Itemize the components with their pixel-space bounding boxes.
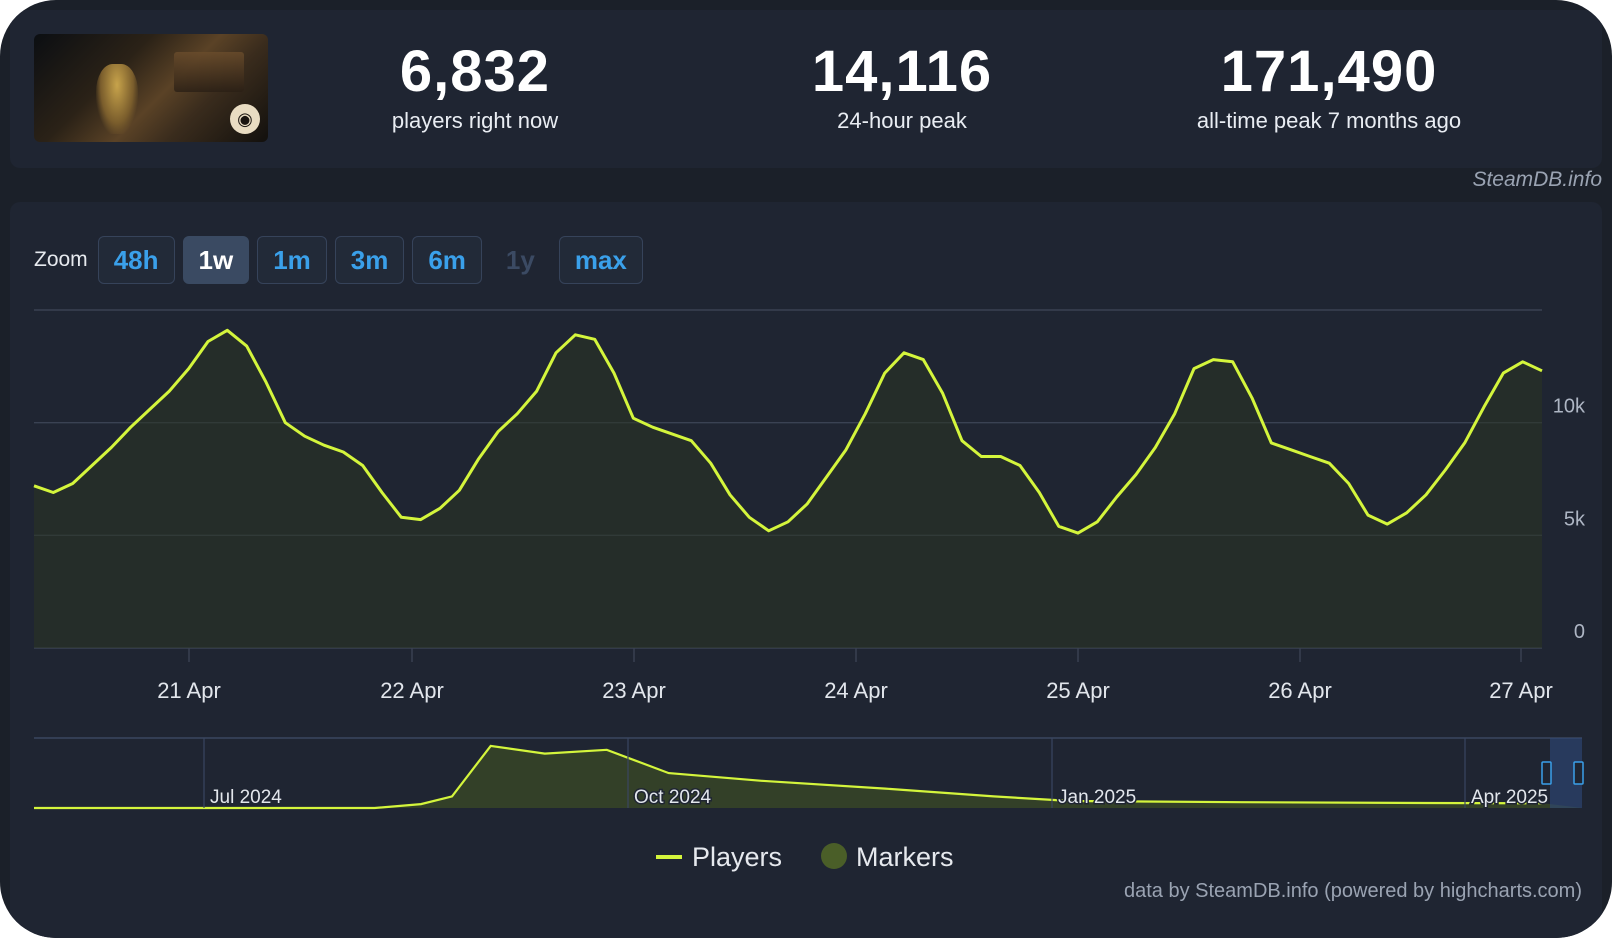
navigator-tick-label: Oct 2024 <box>634 787 712 808</box>
thumbnail-figure-art <box>96 64 138 134</box>
zoom-button-3m[interactable]: 3m <box>334 236 405 284</box>
navigator-handle[interactable] <box>1573 761 1584 785</box>
zoom-button-1y: 1y <box>505 244 535 275</box>
zoom-label: Zoom <box>34 248 88 271</box>
zoom-button-max[interactable]: max <box>558 236 643 284</box>
y-tick-label-5k: 5k <box>1564 508 1586 530</box>
thumbnail-window-art <box>174 52 244 92</box>
navigator-area <box>34 745 1582 808</box>
zoom-button-48h[interactable]: 48h <box>97 236 175 284</box>
steamdb-watermark: SteamDB.info <box>1472 168 1602 191</box>
navigator-tick-label: Apr 2025 <box>1471 787 1548 808</box>
x-tick-label: 25 Apr <box>1046 678 1110 703</box>
main-series <box>33 328 1543 648</box>
current-players-value: 6,832 <box>399 39 551 104</box>
navigator: Jul 2024 Oct 2024 Jan 2025 Apr 2025 <box>34 737 1584 810</box>
navigator-line <box>34 744 1544 810</box>
chart-credit[interactable]: data by SteamDB.info (powered by highcha… <box>1124 880 1582 902</box>
peak-24h-label: 24-hour peak <box>837 108 967 133</box>
y-tick-label-10k: 10k <box>1553 396 1586 418</box>
current-players-label: players right now <box>391 108 559 133</box>
x-tick-label: 27 Apr <box>1489 678 1553 703</box>
x-tick-label: 21 Apr <box>157 678 221 703</box>
y-axis-labels: 0 5k 10k <box>1553 396 1586 643</box>
zoom-button-6m[interactable]: 6m <box>412 236 482 284</box>
stat-alltime-peak: 171,490 all-time peak 7 months ago <box>1119 40 1539 136</box>
x-tick-label: 24 Apr <box>824 678 888 703</box>
legend-markers-label[interactable]: Markers <box>856 842 954 872</box>
legend-players-label[interactable]: Players <box>692 842 782 872</box>
players-line[interactable] <box>33 328 1543 535</box>
zoom-button-1m[interactable]: 1m <box>257 236 327 284</box>
navigator-handle[interactable] <box>1541 761 1552 785</box>
stats-bar: ◉ 6,832 players right now 14,116 24-hour… <box>10 10 1602 168</box>
x-tick-label: 22 Apr <box>380 678 444 703</box>
stat-24h-peak: 14,116 24-hour peak <box>692 40 1112 136</box>
navigator-tick-label: Jan 2025 <box>1058 787 1136 808</box>
zoom-selector: Zoom 48h 1w 1m 3m 6m 1y max <box>34 236 651 284</box>
x-tick-label: 23 Apr <box>602 678 666 703</box>
navigator-tick-label: Jul 2024 <box>210 787 282 808</box>
peak-24h-value: 14,116 <box>811 39 993 104</box>
eye-icon: ◉ <box>230 104 260 134</box>
x-tick-label: 26 Apr <box>1268 678 1332 703</box>
players-area <box>34 330 1542 648</box>
y-tick-label-0: 0 <box>1574 621 1585 643</box>
zoom-buttons: 48h 1w 1m 3m 6m 1y max <box>97 236 651 284</box>
alltime-peak-value: 171,490 <box>1220 39 1438 104</box>
zoom-button-1w[interactable]: 1w <box>182 236 250 284</box>
stat-current-players: 6,832 players right now <box>265 40 685 136</box>
game-thumbnail[interactable]: ◉ <box>34 34 268 142</box>
x-axis: 21 Apr 22 Apr 23 Apr 24 Apr 25 Apr 26 Apr 27 A… <box>157 648 1553 703</box>
legend-markers-swatch <box>821 843 847 869</box>
legend: Players Markers <box>656 842 954 872</box>
alltime-peak-label: all-time peak 7 months ago <box>1196 108 1462 133</box>
